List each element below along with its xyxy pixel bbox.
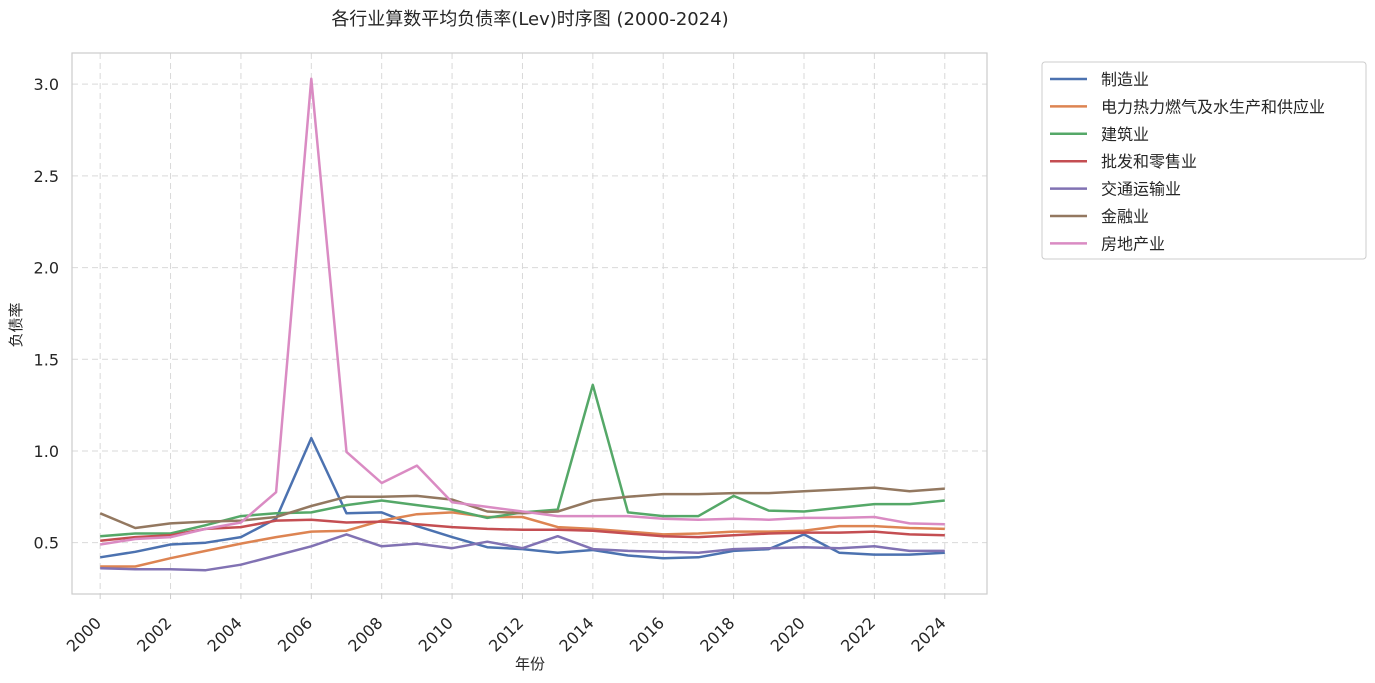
x-tick-label: 2006 xyxy=(274,613,316,655)
legend-label: 建筑业 xyxy=(1101,125,1149,144)
plot-area-frame xyxy=(71,52,988,595)
x-tick-label: 2010 xyxy=(415,613,457,655)
chart-title: 各行业算数平均负债率(Lev)时序图 (2000-2024) xyxy=(331,9,728,30)
series-lines xyxy=(99,77,945,572)
x-tick-label: 2008 xyxy=(344,613,386,655)
x-tick-label: 2016 xyxy=(626,613,668,655)
x-axis-label: 年份 xyxy=(515,655,545,673)
series-line xyxy=(100,511,945,568)
x-tick-label: 2002 xyxy=(133,613,175,655)
series-line xyxy=(100,533,945,572)
y-tick-label: 1.0 xyxy=(34,442,59,461)
y-tick-label: 2.0 xyxy=(34,259,59,278)
legend-label: 房地产业 xyxy=(1101,234,1165,253)
legend-label: 交通运输业 xyxy=(1101,180,1181,199)
y-tick-label: 1.5 xyxy=(34,350,59,369)
series-line xyxy=(100,77,945,546)
x-tick-label: 2012 xyxy=(485,613,527,655)
x-tick-label: 2004 xyxy=(204,613,246,655)
legend-label: 制造业 xyxy=(1101,70,1149,89)
x-tick-label: 2018 xyxy=(696,613,738,655)
x-tick-label: 2020 xyxy=(767,613,809,655)
series-line xyxy=(100,518,945,543)
legend-label: 电力热力燃气及水生产和供应业 xyxy=(1101,97,1325,116)
y-axis-ticks: 0.5 1.0 1.5 2.0 2.5 3.0 xyxy=(34,75,59,552)
series-line xyxy=(99,486,945,530)
legend-label: 批发和零售业 xyxy=(1101,152,1197,171)
y-tick-label: 0.5 xyxy=(34,534,59,553)
y-tick-label: 3.0 xyxy=(34,75,59,94)
x-tick-label: 2000 xyxy=(63,613,105,655)
x-tick-label: 2022 xyxy=(837,613,879,655)
y-tick-label: 2.5 xyxy=(34,167,59,186)
x-axis-ticks: 2000 2002 2004 2006 2008 2010 2012 2014 2016 2018… xyxy=(63,594,950,656)
y-axis-label: 负债率 xyxy=(7,302,25,347)
x-tick-label: 2014 xyxy=(555,613,597,655)
gridlines xyxy=(72,53,987,594)
x-tick-label: 2024 xyxy=(907,613,949,655)
legend-box xyxy=(1041,61,1367,260)
legend-label: 金融业 xyxy=(1101,207,1149,226)
